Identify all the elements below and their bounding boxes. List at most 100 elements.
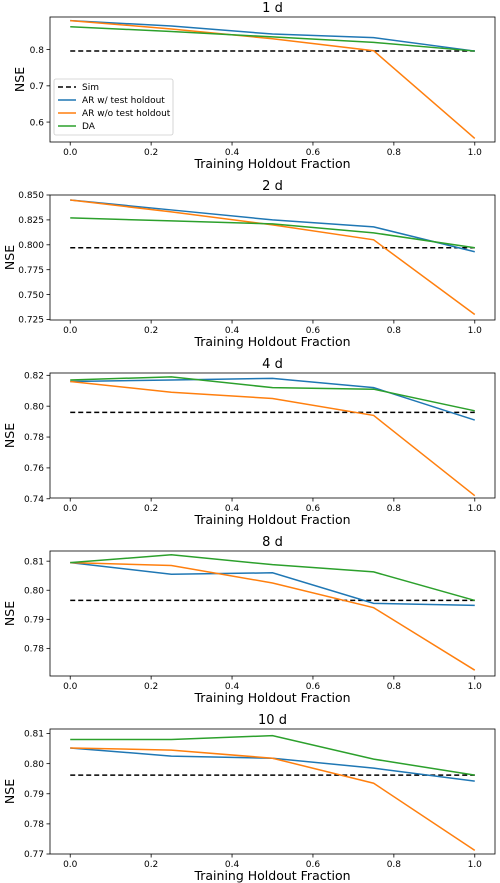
y-tick-label: 0.78 — [24, 433, 44, 443]
chart-panel: 8 d 0.0 0.2 0.4 0.6 0.8 1.0 0.78 0.79 0.80 0.81 Tra… — [2, 535, 496, 705]
y-axis-label: NSE — [12, 67, 27, 92]
y-tick-label: 0.76 — [24, 464, 44, 474]
x-tick-label: 0.6 — [306, 504, 321, 514]
y-tick-label: 0.80 — [24, 760, 44, 770]
y-tick-label: 0.81 — [24, 730, 44, 740]
plot-frame — [49, 728, 496, 855]
series-line-da — [70, 376, 475, 412]
y-tick-label: 0.78 — [24, 820, 44, 830]
x-axis-label: Training Holdout Fraction — [193, 512, 350, 527]
y-tick-label: 0.74 — [24, 495, 44, 505]
series-line-da — [70, 554, 475, 602]
chart-panel: 10 d 0.0 0.2 0.4 0.6 0.8 1.0 0.77 0.78 0.79 0.80 0.… — [2, 713, 496, 883]
x-tick-label: 0.8 — [387, 148, 402, 158]
y-axis-label: NSE — [2, 245, 17, 270]
series-line-ar-w-test-holdout — [70, 199, 475, 253]
y-tick-label: 0.78 — [24, 645, 44, 655]
x-tick-label: 0.0 — [63, 148, 78, 158]
series-line-da — [70, 734, 475, 776]
y-axis-label: NSE — [2, 423, 17, 448]
y-tick-label: 0.825 — [18, 216, 44, 226]
x-tick-label: 0.2 — [144, 326, 158, 336]
y-tick-label: 0.7 — [30, 82, 44, 92]
x-tick-label: 0.6 — [306, 326, 321, 336]
y-tick-label: 0.80 — [24, 402, 44, 412]
x-tick-label: 0.0 — [63, 682, 78, 692]
legend-entry-label: AR w/ test holdout — [82, 96, 165, 106]
x-axis-label: Training Holdout Fraction — [193, 334, 350, 349]
x-tick-label: 0.8 — [387, 682, 402, 692]
series-line-ar-w-test-holdout — [70, 561, 475, 607]
x-axis-label: Training Holdout Fraction — [193, 690, 350, 705]
legend-entry-label: AR w/o test holdout — [82, 109, 171, 119]
x-tick-label: 0.2 — [144, 148, 158, 158]
x-tick-label: 0.0 — [63, 504, 78, 514]
chart-title: 1 d — [262, 1, 283, 16]
plot-frame — [49, 550, 496, 677]
x-tick-label: 1.0 — [468, 682, 483, 692]
y-tick-label: 0.6 — [30, 118, 45, 128]
chart-title: 8 d — [262, 535, 283, 550]
y-tick-label: 0.79 — [24, 790, 44, 800]
x-tick-label: 0.4 — [225, 860, 240, 870]
plot-frame — [49, 372, 496, 499]
y-tick-label: 0.750 — [18, 291, 44, 301]
x-tick-label: 1.0 — [468, 326, 483, 336]
x-tick-label: 1.0 — [468, 504, 483, 514]
y-tick-label: 0.79 — [24, 616, 44, 626]
x-tick-label: 0.8 — [387, 326, 402, 336]
chart-panel: 2 d 0.0 0.2 0.4 0.6 0.8 1.0 0.725 0.750 0.775 0.80… — [2, 179, 496, 349]
y-axis-label: NSE — [2, 601, 17, 626]
x-tick-label: 0.0 — [63, 326, 78, 336]
chart-panel: 4 d 0.0 0.2 0.4 0.6 0.8 1.0 0.74 0.76 0.78 0.80 0.8… — [2, 357, 496, 527]
legend-entry-label: Sim — [82, 83, 99, 93]
x-tick-label: 0.0 — [63, 860, 78, 870]
legend-entry-label: DA — [82, 122, 96, 132]
chart-title: 4 d — [262, 357, 283, 372]
x-tick-label: 0.6 — [306, 860, 321, 870]
x-tick-label: 0.4 — [225, 504, 240, 514]
series-line-ar-w-o-test-holdout — [70, 561, 476, 671]
x-axis-label: Training Holdout Fraction — [193, 868, 350, 883]
x-tick-label: 1.0 — [468, 148, 483, 158]
x-tick-label: 0.8 — [387, 504, 402, 514]
chart-title: 2 d — [262, 179, 283, 194]
x-tick-label: 0.4 — [225, 148, 240, 158]
x-tick-label: 0.4 — [225, 682, 240, 692]
legend-box — [53, 78, 174, 136]
y-tick-label: 0.8 — [30, 46, 45, 56]
x-tick-label: 0.2 — [144, 504, 158, 514]
plot-frame — [49, 194, 496, 321]
y-axis-label: NSE — [2, 779, 17, 804]
series-line-ar-w-test-holdout — [70, 19, 475, 52]
x-tick-label: 1.0 — [468, 860, 483, 870]
y-tick-label: 0.81 — [24, 557, 44, 567]
y-tick-label: 0.82 — [24, 372, 44, 382]
x-tick-label: 0.6 — [306, 148, 321, 158]
y-tick-label: 0.775 — [18, 266, 44, 276]
plot-frame — [49, 16, 496, 143]
series-line-da — [70, 217, 475, 249]
y-tick-label: 0.80 — [24, 586, 44, 596]
x-tick-label: 0.2 — [144, 682, 158, 692]
series-line-ar-w-test-holdout — [70, 747, 475, 782]
y-tick-label: 0.800 — [18, 241, 44, 251]
series-line-ar-w-o-test-holdout — [70, 19, 476, 139]
x-tick-label: 0.4 — [225, 326, 240, 336]
x-tick-label: 0.2 — [144, 860, 158, 870]
y-tick-label: 0.77 — [24, 850, 44, 860]
series-line-ar-w-o-test-holdout — [70, 380, 476, 497]
series-line-da — [70, 26, 475, 52]
legend: Sim AR w/ test holdout AR w/o test holdout… — [53, 78, 174, 136]
chart-panel: 1 d 0.0 0.2 0.4 0.6 0.8 1.0 0.6 0.7 0.8 Training H… — [12, 1, 496, 171]
chart-title: 10 d — [258, 713, 287, 728]
y-tick-label: 0.850 — [18, 191, 44, 201]
series-line-ar-w-o-test-holdout — [70, 747, 476, 852]
x-tick-label: 0.6 — [306, 682, 321, 692]
series-line-ar-w-o-test-holdout — [70, 199, 476, 316]
x-tick-label: 0.8 — [387, 860, 402, 870]
series-line-ar-w-test-holdout — [70, 377, 475, 421]
y-tick-label: 0.725 — [18, 316, 44, 326]
x-axis-label: Training Holdout Fraction — [193, 156, 350, 171]
